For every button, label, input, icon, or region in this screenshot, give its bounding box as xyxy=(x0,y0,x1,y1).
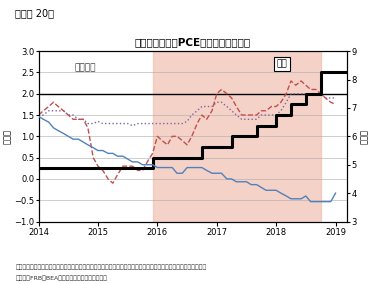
Bar xyxy=(152,51,321,222)
Text: （注）網掛けは金融引き締め期（政策金利を引き上げてから、引き下げるまでの期間）。政策金利はレンジの上限: （注）網掛けは金融引き締め期（政策金利を引き上げてから、引き下げるまでの期間）。… xyxy=(15,264,207,270)
Y-axis label: （％）: （％） xyxy=(3,129,12,144)
Text: 物価目標: 物価目標 xyxy=(74,64,96,73)
Y-axis label: （％）: （％） xyxy=(360,129,369,144)
Text: （図表 20）: （図表 20） xyxy=(15,9,54,18)
Title: 政策金利およびPCE価格指数、失業率: 政策金利およびPCE価格指数、失業率 xyxy=(135,37,251,47)
Text: （資料）FRB、BEAよりニッセイ基礎研究所作成: （資料）FRB、BEAよりニッセイ基礎研究所作成 xyxy=(15,275,107,281)
Text: 引締: 引締 xyxy=(277,59,288,68)
